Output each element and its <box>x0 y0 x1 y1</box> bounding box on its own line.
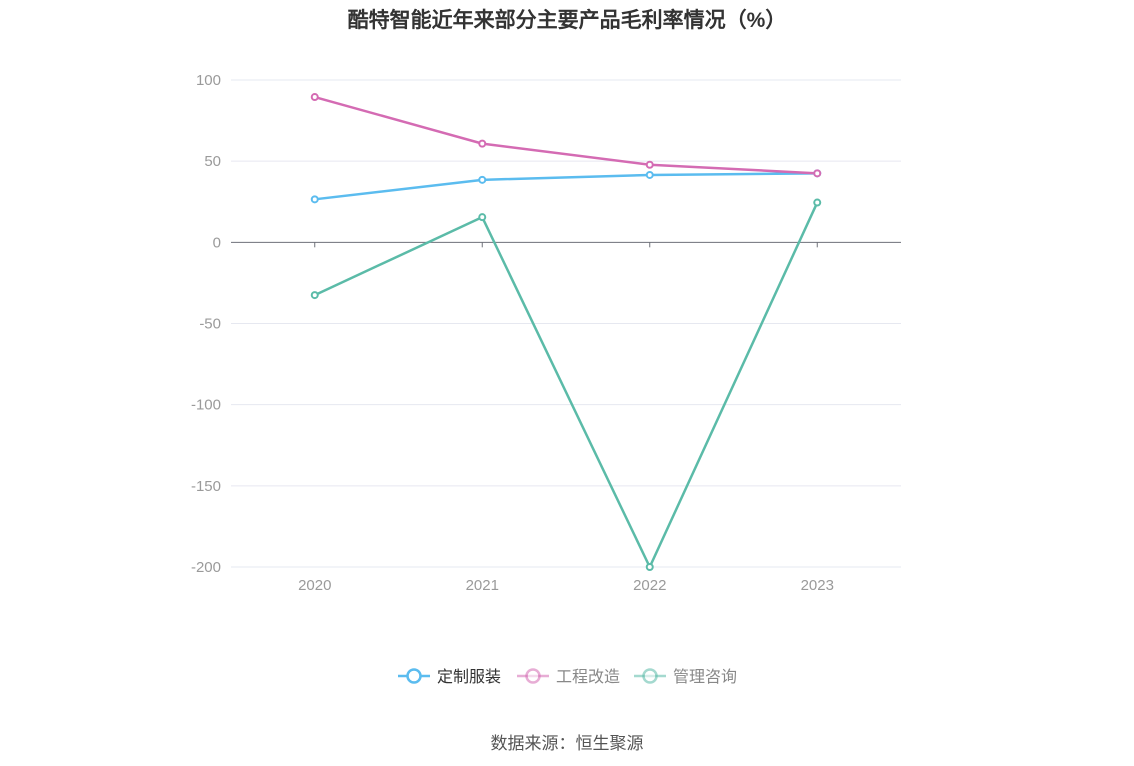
x-tick-label: 2020 <box>298 577 331 594</box>
series-line-2 <box>314 95 818 175</box>
y-tick-label: -200 <box>191 559 221 576</box>
y-tick-label: -150 <box>191 478 221 495</box>
legend-label: 工程改造 <box>556 668 620 686</box>
y-tick-label: 100 <box>196 72 221 89</box>
y-tick-label: -100 <box>191 397 221 414</box>
chart-title: 酷特智能近年来部分主要产品毛利率情况（%） <box>347 9 787 32</box>
data-point <box>478 175 487 184</box>
legend-item[interactable]: 工程改造 <box>517 668 620 686</box>
x-tick-label: 2023 <box>801 577 834 594</box>
data-point <box>645 160 654 169</box>
legend-marker <box>406 668 422 684</box>
series-lines <box>310 93 822 571</box>
data-source: 数据来源：恒生聚源 <box>490 734 644 753</box>
legend-item[interactable]: 定制服装 <box>398 668 501 686</box>
x-axis: 2020 2021 2022 2023 <box>231 241 901 594</box>
grid-lines <box>231 79 901 568</box>
data-point <box>645 563 654 571</box>
series-line-3 <box>314 202 819 569</box>
data-point <box>310 291 319 300</box>
data-point <box>478 139 487 148</box>
data-point <box>813 169 822 178</box>
legend-item[interactable]: 管理咨询 <box>634 668 737 686</box>
x-tick-label: 2022 <box>633 577 666 594</box>
series-line-1 <box>314 172 818 201</box>
data-point <box>645 170 654 179</box>
data-point <box>813 198 822 207</box>
legend-label: 管理咨询 <box>673 668 737 686</box>
y-tick-label: 0 <box>213 234 221 251</box>
y-tick-label: 50 <box>204 153 221 170</box>
y-axis: 100 50 0 -50 -100 -150 -200 <box>191 72 221 576</box>
legend-label: 定制服装 <box>437 668 501 686</box>
y-tick-label: -50 <box>199 316 221 333</box>
legend: 定制服装 工程改造 管理咨询 <box>398 668 737 686</box>
legend-marker <box>642 668 658 684</box>
data-point <box>310 93 319 102</box>
legend-marker <box>525 668 541 684</box>
x-tick-label: 2021 <box>466 577 499 594</box>
data-point <box>310 195 319 204</box>
data-point <box>478 213 487 222</box>
